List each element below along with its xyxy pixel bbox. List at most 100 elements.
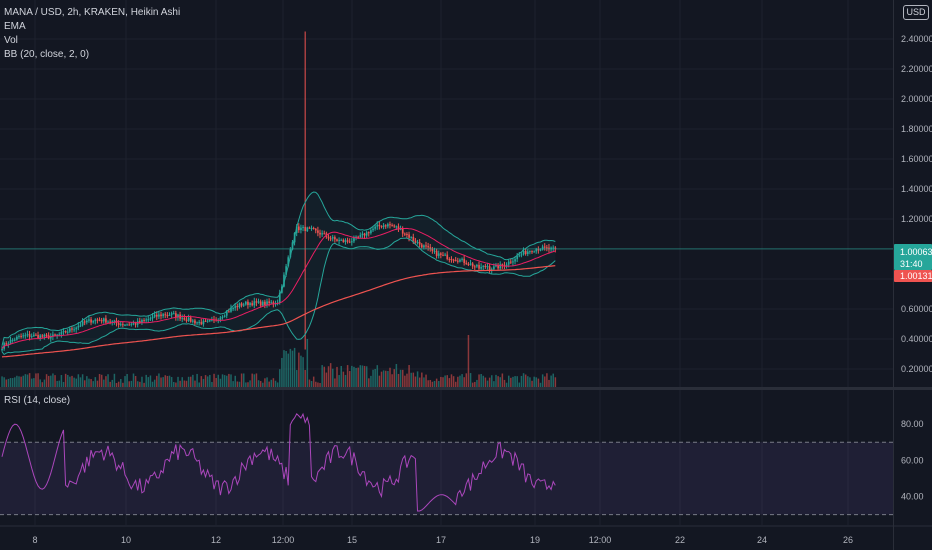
volume-bar — [444, 375, 446, 387]
volume-bar — [211, 381, 213, 387]
candle-body — [211, 319, 213, 321]
volume-bar — [541, 374, 544, 387]
candle-body — [488, 266, 491, 271]
volume-bar — [7, 378, 10, 387]
bollinger-legend[interactable]: BB (20, close, 2, 0) — [4, 49, 90, 60]
candle-body — [105, 318, 107, 323]
candle-body — [189, 317, 192, 322]
candle-body — [476, 265, 478, 267]
volume-bar — [319, 382, 321, 387]
candle-body — [158, 314, 160, 317]
candle-body — [459, 259, 461, 262]
volume-bar — [478, 374, 480, 387]
candle-body — [486, 266, 489, 268]
volume-bar — [276, 382, 279, 387]
candle-body — [467, 264, 470, 266]
volume-bar — [234, 375, 236, 387]
volume-bar — [438, 381, 440, 387]
volume-bar — [126, 374, 128, 387]
volume-bar — [33, 378, 35, 387]
volume-bar — [302, 357, 304, 387]
volume-bar — [491, 375, 493, 387]
ema-line — [1, 265, 556, 358]
volume-bar — [393, 369, 395, 387]
volume-bar — [412, 372, 415, 387]
volume-bar — [92, 381, 94, 387]
candle-body — [49, 336, 52, 339]
time-tick-label: 24 — [757, 535, 767, 545]
volume-bar — [56, 380, 58, 387]
volume-bar — [50, 375, 52, 387]
candle-body — [238, 303, 241, 308]
candle-body — [539, 249, 542, 251]
price-tick-label: 0.40000 — [901, 334, 932, 344]
candle-body — [259, 301, 262, 306]
symbol-legend[interactable]: MANA / USD, 2h, KRAKEN, Heikin Ashi — [4, 7, 181, 18]
candle-body — [546, 247, 548, 249]
volume-bar — [164, 375, 167, 387]
volume-bar — [329, 363, 332, 387]
volume-bar — [421, 372, 423, 387]
candle-body — [151, 316, 154, 319]
time-tick-label: 10 — [121, 535, 131, 545]
volume-bar — [30, 378, 33, 387]
candle-body — [473, 266, 476, 268]
volume-bar — [247, 382, 249, 387]
candle-body — [255, 301, 258, 303]
candle-body — [442, 254, 444, 256]
candle-body — [465, 262, 468, 265]
candle-body — [425, 245, 427, 247]
volume-bar — [529, 377, 531, 387]
volume-bar — [459, 375, 461, 387]
volume-bar — [401, 369, 404, 387]
candle-body — [13, 339, 16, 341]
candle-body — [295, 226, 298, 233]
volume-legend[interactable]: Vol — [4, 35, 18, 46]
volume-bar — [497, 376, 499, 387]
volume-bar — [293, 347, 296, 387]
candle-body — [531, 251, 533, 253]
candle-body — [73, 329, 75, 331]
volume-bar — [111, 379, 114, 387]
rsi-legend[interactable]: RSI (14, close) — [4, 395, 71, 406]
volume-bar — [285, 350, 287, 387]
candle-body — [149, 318, 152, 320]
candle-body — [444, 254, 446, 256]
currency-badge[interactable]: USD — [903, 5, 929, 20]
candle-body — [11, 339, 14, 341]
candle-body — [81, 321, 84, 326]
volume-bar — [279, 369, 281, 387]
volume-bar — [431, 381, 434, 387]
volume-bar — [245, 382, 247, 387]
candle-body — [367, 232, 370, 234]
candle-body — [552, 247, 555, 249]
candle-body — [384, 225, 387, 227]
volume-bar — [192, 374, 194, 387]
time-tick-label: 19 — [530, 535, 540, 545]
candle-body — [278, 292, 281, 303]
candle-body — [251, 303, 254, 306]
candle-body — [554, 247, 557, 250]
volume-bar — [312, 376, 315, 387]
candle-body — [257, 301, 260, 303]
candle-body — [518, 255, 521, 257]
volume-bar — [170, 377, 173, 387]
volume-bar — [368, 378, 370, 387]
candle-body — [484, 265, 487, 268]
volume-bar — [268, 381, 270, 387]
volume-bar — [546, 373, 548, 387]
volume-bar — [9, 378, 12, 387]
candle-body — [346, 240, 349, 242]
volume-bar — [544, 376, 546, 387]
volume-bar — [52, 373, 54, 387]
volume-bar — [47, 375, 50, 387]
candle-body — [88, 319, 90, 321]
ema-legend[interactable]: EMA — [4, 21, 26, 32]
volume-bar — [340, 365, 342, 387]
volume-bar — [151, 381, 154, 387]
volume-bar — [518, 382, 521, 387]
candle-body — [177, 314, 179, 318]
candle-body — [370, 230, 372, 234]
volume-bar — [253, 374, 256, 387]
